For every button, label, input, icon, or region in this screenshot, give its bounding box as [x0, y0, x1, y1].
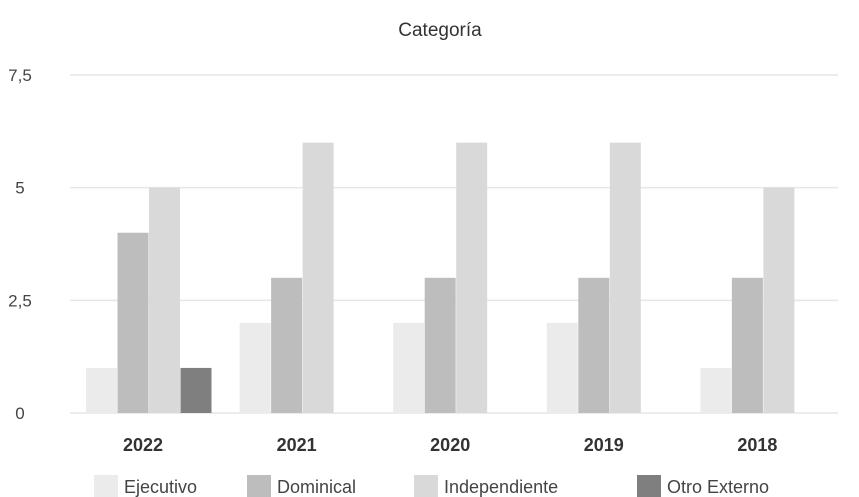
bar-dominical-2019: [578, 277, 610, 413]
x-tick-label: 2018: [737, 435, 777, 455]
bar-ejecutivo-2018: [700, 367, 732, 413]
bars: [86, 142, 795, 413]
x-tick-label: 2019: [584, 435, 624, 455]
y-tick-label: 0: [15, 404, 24, 423]
bar-independiente-2019: [609, 142, 641, 413]
x-tick-label: 2020: [430, 435, 470, 455]
legend-label: Ejecutivo: [124, 477, 197, 497]
bar-ejecutivo-2022: [86, 367, 117, 413]
chart-title: Categoría: [398, 20, 482, 41]
legend-swatch: [637, 475, 661, 497]
legend-swatch: [247, 475, 271, 497]
y-tick-label: 2,5: [8, 291, 32, 310]
bar-independiente-2022: [149, 187, 180, 413]
legend-label: Dominical: [277, 477, 356, 497]
bar-dominical-2021: [271, 277, 303, 413]
x-tick-label: 2022: [123, 435, 163, 455]
legend: Ejecutivo Dominical Independiente Otro Exte…: [94, 475, 769, 497]
y-tick-label: 5: [15, 179, 24, 198]
legend-swatch: [414, 475, 438, 497]
bar-ejecutivo-2021: [239, 322, 271, 413]
bar-otro-externo-2022: [180, 367, 212, 413]
legend-swatch: [94, 475, 118, 497]
bar-dominical-2018: [731, 277, 763, 413]
x-axis-ticks: 2022 2021 2020 2019 2018: [123, 435, 777, 455]
y-tick-label: 7,5: [8, 66, 32, 85]
bar-independiente-2021: [302, 142, 334, 413]
bar-ejecutivo-2020: [393, 322, 425, 413]
y-axis-ticks: 0 2,5 5 7,5: [8, 66, 32, 423]
legend-label: Independiente: [444, 477, 558, 497]
bar-independiente-2020: [456, 142, 488, 413]
bar-dominical-2020: [424, 277, 456, 413]
bar-independiente-2018: [763, 187, 795, 413]
bar-dominical-2022: [117, 232, 149, 413]
legend-label: Otro Externo: [667, 477, 769, 497]
x-tick-label: 2021: [277, 435, 317, 455]
bar-ejecutivo-2019: [546, 322, 578, 413]
